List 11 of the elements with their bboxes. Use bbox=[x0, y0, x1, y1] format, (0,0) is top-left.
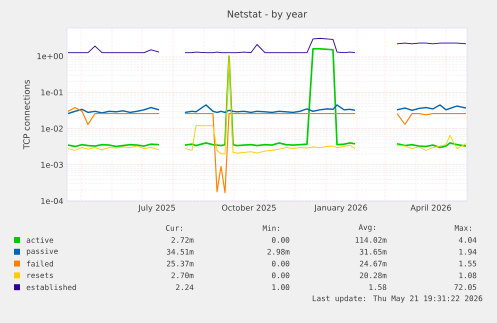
x-tick-label: October 2025 bbox=[222, 204, 276, 211]
chart-title: Netstat - by year bbox=[228, 10, 308, 20]
y-tick-label: 1e-01 bbox=[41, 89, 63, 96]
y-axis-title: TCP connections bbox=[23, 80, 30, 150]
y-tick-label: 1e-04 bbox=[41, 198, 64, 204]
y-tick-label: 1e-02 bbox=[41, 126, 63, 132]
x-tick-label: April 2026 bbox=[410, 204, 452, 212]
y-tick-label: 1e+00 bbox=[37, 53, 63, 60]
x-tick-label: January 2026 bbox=[314, 204, 368, 212]
y-tick-label: 1e-03 bbox=[41, 162, 63, 168]
x-tick-label: July 2025 bbox=[138, 204, 175, 212]
